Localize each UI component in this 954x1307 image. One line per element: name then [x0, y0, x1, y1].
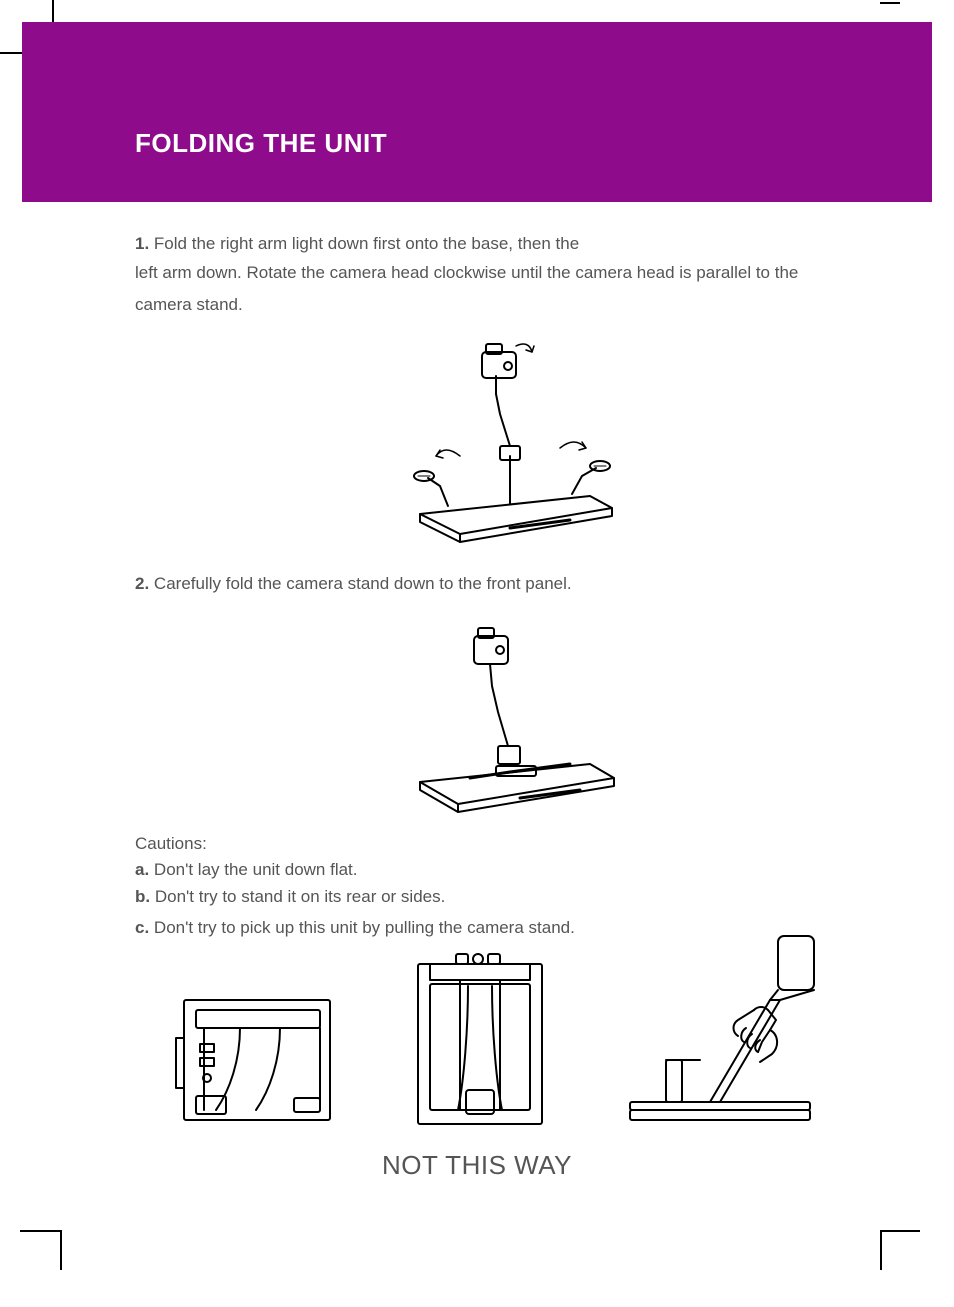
- step-text: left arm down. Rotate the camera head cl…: [135, 261, 895, 286]
- step-text: Fold the right arm light down first onto…: [154, 234, 579, 253]
- visualizer-folding-diagram: [400, 336, 630, 546]
- thumb-flat: [170, 980, 340, 1130]
- header-band: [22, 22, 932, 202]
- visualizer-stand-fold-diagram: [400, 614, 630, 814]
- step-number: 1.: [135, 234, 149, 253]
- caution-b: b. Don't try to stand it on its rear or …: [135, 885, 895, 910]
- page-title: FOLDING THE UNIT: [135, 128, 387, 159]
- wrong-way-row: [170, 930, 850, 1130]
- caution-label: a.: [135, 860, 149, 879]
- step-number: 2.: [135, 574, 149, 593]
- step-1: 1. Fold the right arm light down first o…: [135, 232, 895, 318]
- caution-label: c.: [135, 918, 149, 937]
- caution-text: Don't lay the unit down flat.: [154, 860, 358, 879]
- not-this-way-label: NOT THIS WAY: [0, 1150, 954, 1181]
- caution-text: Don't try to stand it on its rear or sid…: [155, 887, 445, 906]
- caution-label: b.: [135, 887, 150, 906]
- thumb-hand-pull: [620, 930, 850, 1130]
- crop-mark: [880, 1230, 920, 1232]
- cautions-block: Cautions: a. Don't lay the unit down fla…: [135, 832, 895, 941]
- figure-1: [135, 336, 895, 554]
- page: FOLDING THE UNIT 1. Fold the right arm l…: [0, 0, 954, 1307]
- crop-mark: [880, 1230, 882, 1270]
- crop-mark: [60, 1230, 62, 1270]
- cautions-title: Cautions:: [135, 832, 895, 857]
- content-area: 1. Fold the right arm light down first o…: [135, 232, 895, 940]
- thumb-rear: [400, 950, 560, 1130]
- caution-a: a. Don't lay the unit down flat.: [135, 858, 895, 883]
- crop-mark: [0, 52, 22, 54]
- step-2: 2. Carefully fold the camera stand down …: [135, 572, 895, 597]
- crop-mark: [52, 0, 54, 22]
- step-text: Carefully fold the camera stand down to …: [154, 574, 572, 593]
- crop-mark: [20, 1230, 60, 1232]
- figure-2: [135, 614, 895, 822]
- crop-mark: [880, 2, 900, 4]
- step-text: camera stand.: [135, 293, 895, 318]
